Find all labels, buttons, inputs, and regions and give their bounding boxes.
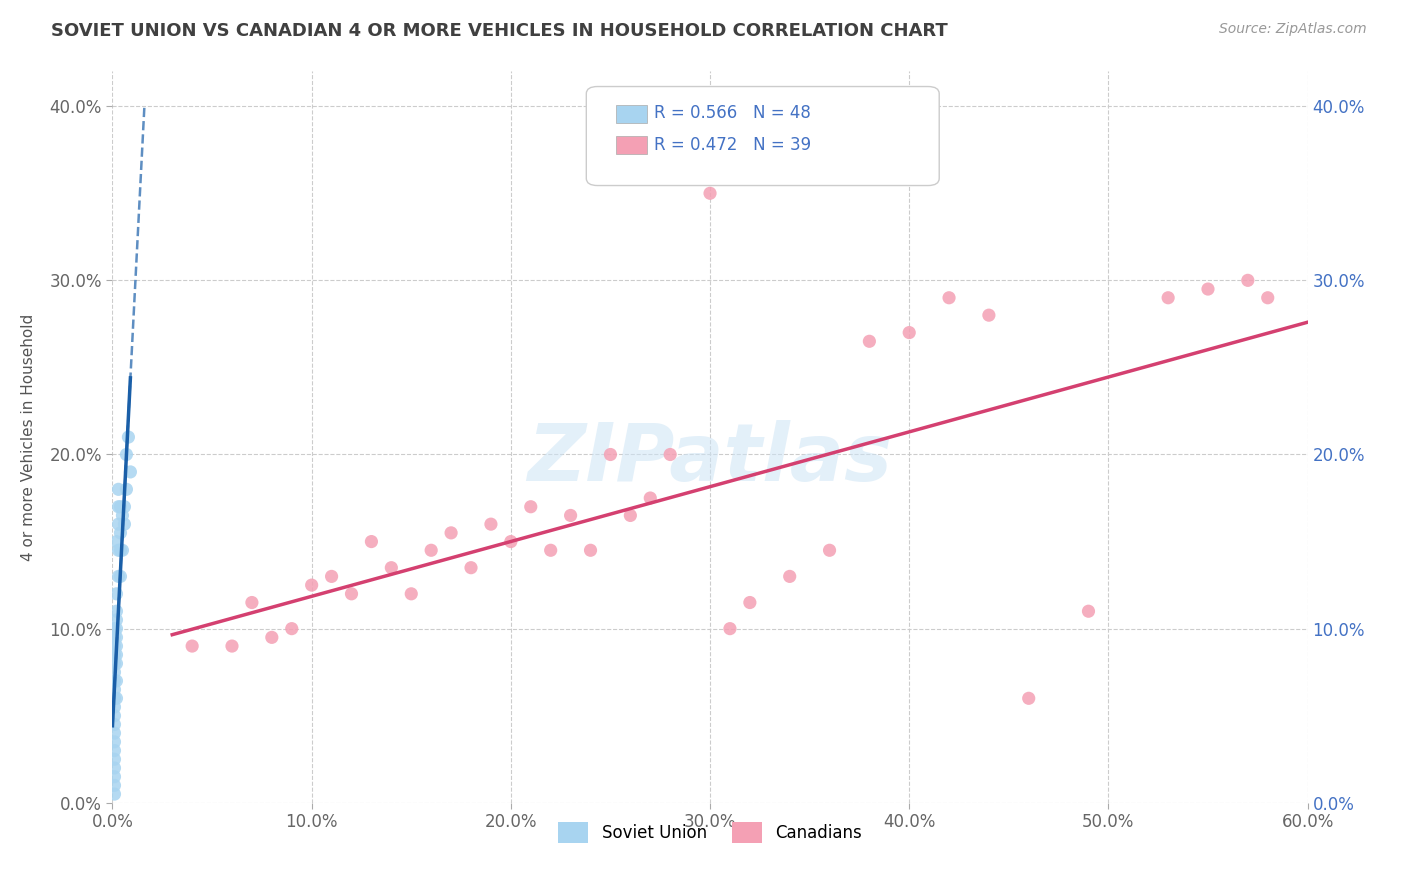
Point — [103, 708, 125, 723]
Point — [105, 657, 128, 671]
Point — [110, 543, 132, 558]
Point — [340, 587, 363, 601]
Point — [181, 639, 204, 653]
Point — [1018, 691, 1040, 706]
Point — [103, 761, 125, 775]
Point — [107, 483, 129, 497]
Point — [779, 569, 801, 583]
Point — [898, 326, 921, 340]
Point — [103, 631, 125, 645]
Point — [114, 517, 135, 532]
Point — [103, 778, 125, 792]
Point — [103, 735, 125, 749]
Point — [103, 700, 125, 714]
Point — [105, 534, 128, 549]
Point — [103, 665, 125, 680]
Point — [114, 500, 135, 514]
Point — [103, 648, 125, 662]
Point — [1157, 291, 1180, 305]
Point — [103, 787, 125, 801]
Point — [699, 186, 721, 201]
Point — [520, 500, 543, 514]
Point — [818, 543, 841, 558]
Point — [301, 578, 323, 592]
Point — [380, 560, 402, 574]
Point — [281, 622, 304, 636]
Point — [659, 448, 682, 462]
Point — [1077, 604, 1099, 618]
Point — [103, 673, 125, 688]
Y-axis label: 4 or more Vehicles in Household: 4 or more Vehicles in Household — [21, 313, 35, 561]
Point — [105, 613, 128, 627]
Point — [1237, 273, 1260, 287]
Point — [105, 622, 128, 636]
Legend: Soviet Union, Canadians: Soviet Union, Canadians — [551, 815, 869, 849]
Point — [499, 534, 522, 549]
Point — [619, 508, 641, 523]
Point — [103, 691, 125, 706]
Point — [640, 491, 662, 505]
Point — [110, 525, 132, 540]
Point — [440, 525, 463, 540]
Point — [738, 595, 761, 609]
Point — [105, 639, 128, 653]
Point — [111, 543, 134, 558]
Point — [117, 430, 139, 444]
Point — [599, 448, 621, 462]
Point — [718, 622, 741, 636]
Text: R = 0.472   N = 39: R = 0.472 N = 39 — [654, 136, 811, 153]
Point — [221, 639, 243, 653]
Point — [321, 569, 343, 583]
Point — [105, 691, 128, 706]
Point — [1257, 291, 1279, 305]
Point — [579, 543, 602, 558]
Text: SOVIET UNION VS CANADIAN 4 OR MORE VEHICLES IN HOUSEHOLD CORRELATION CHART: SOVIET UNION VS CANADIAN 4 OR MORE VEHIC… — [51, 22, 948, 40]
Point — [107, 569, 129, 583]
Point — [105, 648, 128, 662]
Point — [240, 595, 263, 609]
Point — [103, 639, 125, 653]
Text: ZIPatlas: ZIPatlas — [527, 420, 893, 498]
Point — [110, 500, 132, 514]
Point — [401, 587, 423, 601]
Point — [103, 682, 125, 697]
Point — [360, 534, 382, 549]
Point — [110, 569, 132, 583]
Point — [938, 291, 960, 305]
Text: Source: ZipAtlas.com: Source: ZipAtlas.com — [1219, 22, 1367, 37]
Point — [560, 508, 582, 523]
Point — [540, 543, 562, 558]
Point — [115, 483, 138, 497]
Point — [103, 743, 125, 757]
Point — [111, 508, 134, 523]
Point — [107, 500, 129, 514]
Point — [105, 604, 128, 618]
Text: R = 0.566   N = 48: R = 0.566 N = 48 — [654, 104, 811, 122]
Point — [103, 770, 125, 784]
Point — [260, 631, 283, 645]
Point — [105, 673, 128, 688]
Point — [103, 752, 125, 766]
Point — [105, 587, 128, 601]
Point — [103, 726, 125, 740]
Point — [460, 560, 482, 574]
Point — [103, 622, 125, 636]
Point — [107, 517, 129, 532]
Point — [105, 631, 128, 645]
Point — [103, 657, 125, 671]
Point — [103, 717, 125, 731]
Point — [977, 308, 1000, 322]
Point — [479, 517, 502, 532]
Point — [420, 543, 443, 558]
Point — [120, 465, 142, 479]
Point — [115, 448, 138, 462]
Point — [858, 334, 880, 349]
Point — [1197, 282, 1219, 296]
Point — [107, 543, 129, 558]
